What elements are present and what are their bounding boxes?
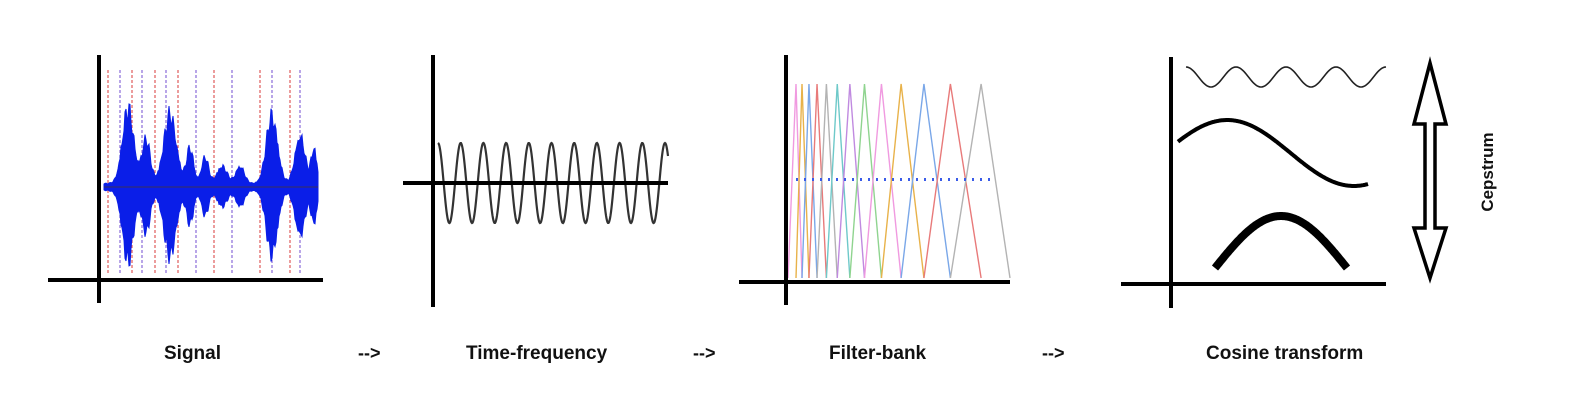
time-frequency-caption: Time-frequency: [466, 343, 608, 364]
filter-center-dot: [972, 178, 974, 181]
filter-center-dot: [924, 178, 926, 181]
connector-3: -->: [1042, 343, 1065, 363]
double-arrow-icon: [1411, 56, 1449, 284]
filter-center-dot: [980, 178, 982, 181]
cosine-transform-caption: Cosine transform: [1206, 343, 1364, 364]
triangular-filter: [825, 83, 851, 279]
triangular-filter: [816, 83, 838, 279]
filter-center-dot: [852, 178, 854, 181]
triangular-filter: [836, 83, 866, 279]
triangular-filter: [795, 83, 810, 279]
time-frequency-panel: [403, 55, 670, 307]
connector-1: -->: [358, 343, 381, 363]
filter-center-dot: [812, 178, 814, 181]
cosine-basis-low: [1211, 212, 1351, 271]
connector-2: -->: [693, 343, 716, 363]
triangular-filter: [863, 83, 902, 279]
filter-center-dot: [860, 178, 862, 181]
filter-center-dot: [820, 178, 822, 181]
filter-center-dot: [844, 178, 846, 181]
filter-center-dot: [964, 178, 966, 181]
filter-bank-panel: [739, 55, 1011, 305]
triangular-filter: [900, 83, 952, 279]
cosine-basis-mid: [1176, 118, 1369, 188]
triangular-filter: [880, 83, 925, 279]
signal-panel: [48, 55, 323, 303]
filter-center-dot: [988, 178, 990, 181]
filter-center-dot: [836, 178, 838, 181]
signal-waveform: [103, 103, 319, 267]
filter-center-dot: [876, 178, 878, 181]
filter-center-dot: [916, 178, 918, 181]
filter-center-dot: [796, 178, 798, 181]
filter-center-dot: [868, 178, 870, 181]
filter-center-dot: [948, 178, 950, 181]
triangular-filter: [923, 83, 982, 279]
filter-center-dot: [804, 178, 806, 181]
triangular-filters: [787, 83, 1011, 279]
filter-center-dot: [900, 178, 902, 181]
signal-caption: Signal: [164, 343, 222, 364]
triangular-filter: [787, 83, 803, 279]
filter-center-dot: [892, 178, 894, 181]
triangular-filter: [849, 83, 883, 279]
triangular-filter: [949, 83, 1011, 279]
filter-center-dot: [908, 178, 910, 181]
cosine-transform-panel: [1121, 57, 1387, 308]
filter-center-dot: [932, 178, 934, 181]
triangular-filter: [808, 83, 828, 279]
cosine-basis-high: [1185, 66, 1387, 88]
triangular-filter: [801, 83, 818, 279]
filter-bank-caption: Filter-bank: [829, 343, 927, 364]
filter-center-dot: [884, 178, 886, 181]
oscillation-wave: [437, 141, 670, 225]
filter-center-dot: [828, 178, 830, 181]
filter-center-dot: [940, 178, 942, 181]
filter-center-dot: [956, 178, 958, 181]
filter-centers: [796, 178, 990, 181]
cepstrum-label: Cepstrum: [1478, 132, 1497, 212]
